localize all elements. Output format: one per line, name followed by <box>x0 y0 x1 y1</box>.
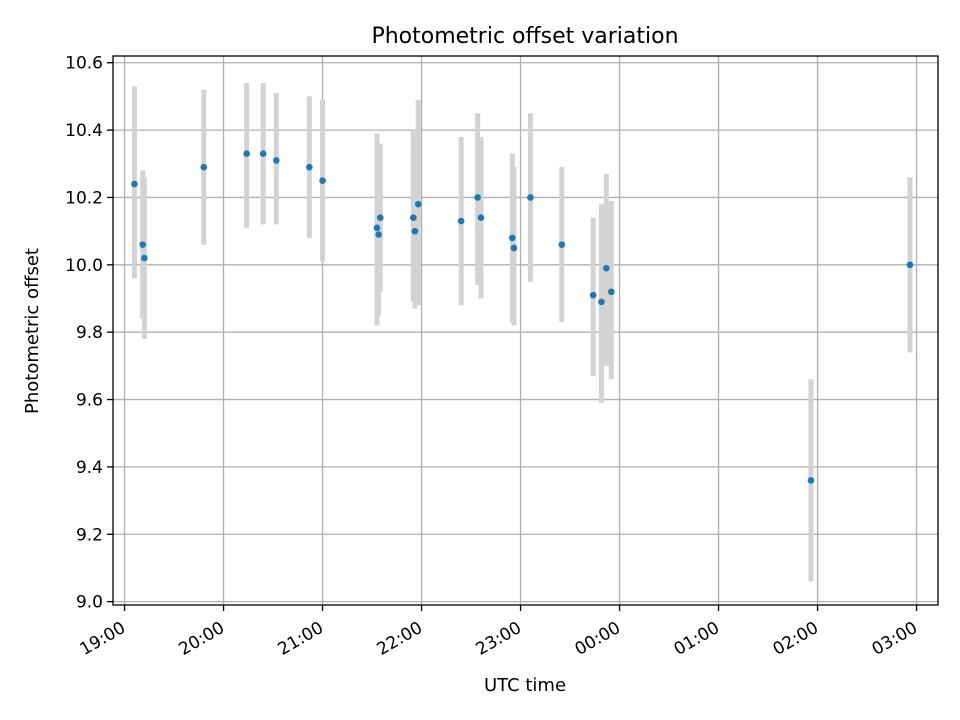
data-point <box>598 298 605 306</box>
data-point <box>377 214 384 221</box>
data-point <box>243 150 250 157</box>
data-point <box>306 163 313 171</box>
grid <box>113 56 938 605</box>
data-point <box>807 477 815 484</box>
data-point <box>589 291 597 299</box>
data-point <box>410 214 417 221</box>
plot-frame <box>112 55 939 606</box>
data-point <box>527 194 534 201</box>
data-point <box>375 231 382 238</box>
data-point <box>603 264 610 272</box>
data-point <box>414 200 422 208</box>
data-point <box>411 227 419 235</box>
data-point <box>509 234 516 242</box>
data-point <box>319 177 326 184</box>
x-axis-label: UTC time <box>484 675 566 696</box>
chart-title: Photometric offset variation <box>371 24 678 49</box>
y-tick-label: 9.8 <box>76 323 103 343</box>
y-tick-label: 10.0 <box>65 256 103 276</box>
y-tick-label: 10.4 <box>65 121 103 141</box>
data-point <box>373 224 381 232</box>
y-tick-label: 9.2 <box>76 525 103 545</box>
y-axis-ticks: 9.0 9.2 9.4 9.6 9.8 10.0 10.2 10.4 10.6 <box>65 54 113 613</box>
data-point <box>139 241 146 248</box>
data-point <box>259 150 267 157</box>
data-point <box>141 254 148 262</box>
data-point <box>906 261 914 269</box>
y-tick-label: 9.0 <box>76 593 103 613</box>
data-point <box>558 241 566 248</box>
y-tick-label: 9.6 <box>76 391 103 411</box>
data-point <box>474 194 481 201</box>
data-point <box>457 217 465 225</box>
data-point <box>200 163 208 171</box>
data-point <box>510 244 518 252</box>
y-tick-label: 10.6 <box>65 54 103 74</box>
y-tick-label: 10.2 <box>65 188 103 208</box>
data-point <box>131 180 138 188</box>
data-point <box>273 157 280 164</box>
data-points <box>131 150 914 484</box>
y-tick-label: 9.4 <box>76 458 103 478</box>
y-axis-label: Photometric offset <box>22 248 43 414</box>
data-point <box>608 288 615 296</box>
data-point <box>477 214 485 221</box>
